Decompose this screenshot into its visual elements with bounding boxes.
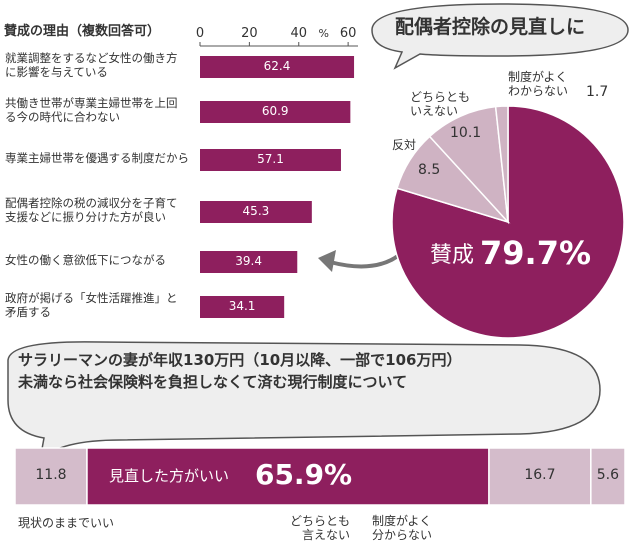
value-label: 57.1 bbox=[257, 152, 284, 166]
value-label: 16.7 bbox=[524, 467, 556, 483]
x-tick-label: 40 bbox=[290, 26, 308, 41]
value-label: 65.9% bbox=[254, 458, 353, 491]
segment-label: 現状のままでいい bbox=[18, 516, 115, 530]
bar bbox=[200, 201, 312, 223]
segment-label: 制度がよく 分からない bbox=[372, 514, 433, 543]
category-label: 女性の働く意欲低下につながる bbox=[5, 253, 166, 267]
bar bbox=[200, 101, 351, 123]
chart-title: 配偶者控除の見直しに bbox=[395, 16, 586, 38]
value-label: 5.6 bbox=[596, 467, 620, 483]
x-tick-label: 20 bbox=[241, 26, 258, 41]
value-label: 39.4 bbox=[235, 254, 262, 268]
bar bbox=[200, 56, 355, 78]
category-label: 就業調整をするなど女性の働き方 に影響を与えている bbox=[5, 51, 178, 79]
bar-segment bbox=[14, 447, 88, 506]
value-label: 11.8 bbox=[35, 467, 67, 483]
pie-slice bbox=[391, 105, 625, 339]
category-label: 政府が掲げる「女性活躍推進」と 矛盾する bbox=[5, 291, 178, 319]
value-label: 60.9 bbox=[261, 104, 289, 118]
value-label: 8.5 bbox=[418, 162, 441, 178]
arrow bbox=[329, 248, 407, 269]
bar bbox=[200, 251, 298, 273]
category-label: 専業主婦世帯を優遇する制度だから bbox=[5, 151, 189, 165]
title-bubble bbox=[371, 3, 629, 70]
title-bubble bbox=[7, 341, 601, 463]
x-tick-label: 60 bbox=[339, 26, 357, 41]
value-label: 79.7% bbox=[480, 234, 592, 272]
axis-unit: % bbox=[318, 27, 329, 40]
bar bbox=[200, 149, 341, 171]
bar-segment bbox=[590, 447, 626, 506]
bar bbox=[200, 296, 285, 318]
value-label: 62.4 bbox=[263, 59, 291, 73]
slice-label: 賛成 bbox=[430, 243, 475, 268]
segment-label: 見直した方がいい bbox=[108, 467, 229, 485]
slice-label: どちらとも いえない bbox=[410, 90, 471, 119]
value-label: 45.3 bbox=[242, 204, 270, 218]
value-label: 34.1 bbox=[228, 299, 256, 313]
pie-slice bbox=[428, 105, 509, 225]
x-tick-label: 0 bbox=[195, 26, 205, 41]
chart-title: サラリーマンの妻が年収130万円（10月以降、一部で106万円）未満なら社会保険… bbox=[18, 351, 454, 391]
segment-label: どちらとも 言えない bbox=[289, 514, 350, 543]
pie-slice bbox=[494, 105, 509, 223]
bar-segment bbox=[488, 447, 592, 506]
value-label: 10.1 bbox=[450, 125, 482, 141]
slice-label: 制度がよく わからない bbox=[508, 70, 569, 99]
category-label: 配偶者控除の税の減収分を子育て 支援などに振り分けた方が良い bbox=[5, 196, 178, 224]
arrow-head bbox=[318, 250, 336, 272]
value-label: 1.7 bbox=[586, 84, 609, 100]
slice-label: 反対 bbox=[392, 138, 417, 152]
chart-title: 賛成の理由（複数回答可） bbox=[4, 24, 161, 39]
category-label: 共働き世帯が専業主婦世帯を上回 る今の時代に合わない bbox=[5, 96, 178, 124]
